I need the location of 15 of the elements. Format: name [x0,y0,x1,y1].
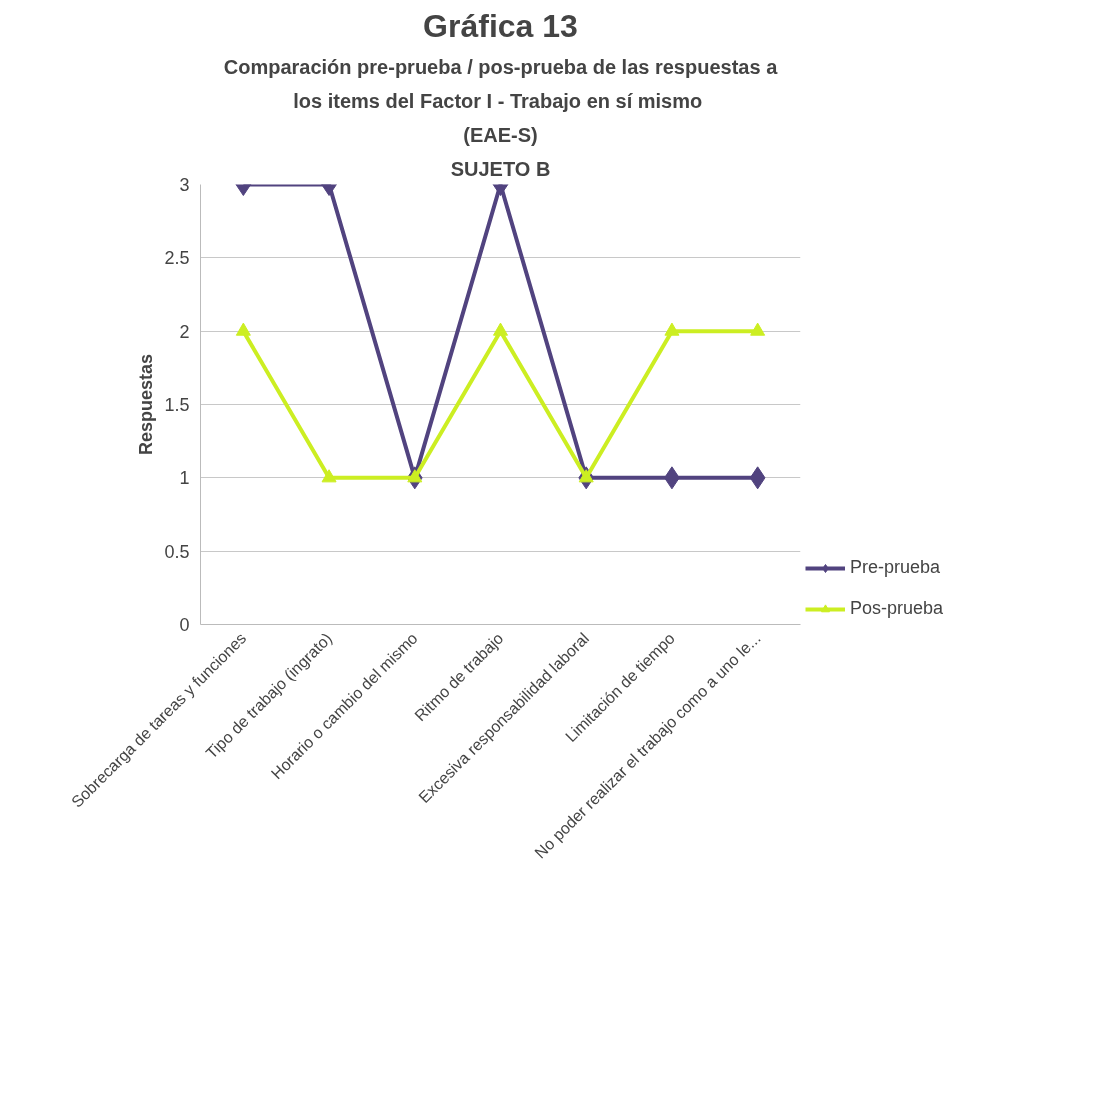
y-tick-label: 2.5 [164,248,190,269]
legend-label: Pre-prueba [850,557,941,578]
text: (EAE-S) [463,123,538,146]
y-tick-label: 0 [179,615,190,635]
y-axis-title: Respuestas [136,353,157,456]
text: Comparación pre-prueba / pos-prueba de las respuestas a [223,55,778,78]
y-tick-label: 0.5 [164,541,190,562]
text: los items del Factor I - Trabajo en sí mismo [293,89,703,112]
y-tick-label: 1 [179,468,190,489]
y-tick-label: 3 [179,175,190,195]
chart-title: Gráfica 13 [423,7,578,44]
legend-label: Pos-prueba [850,598,944,619]
text: SUJETO B [450,157,551,180]
y-tick-label: 2 [179,321,190,342]
y-tick-label: 1.5 [164,395,190,415]
